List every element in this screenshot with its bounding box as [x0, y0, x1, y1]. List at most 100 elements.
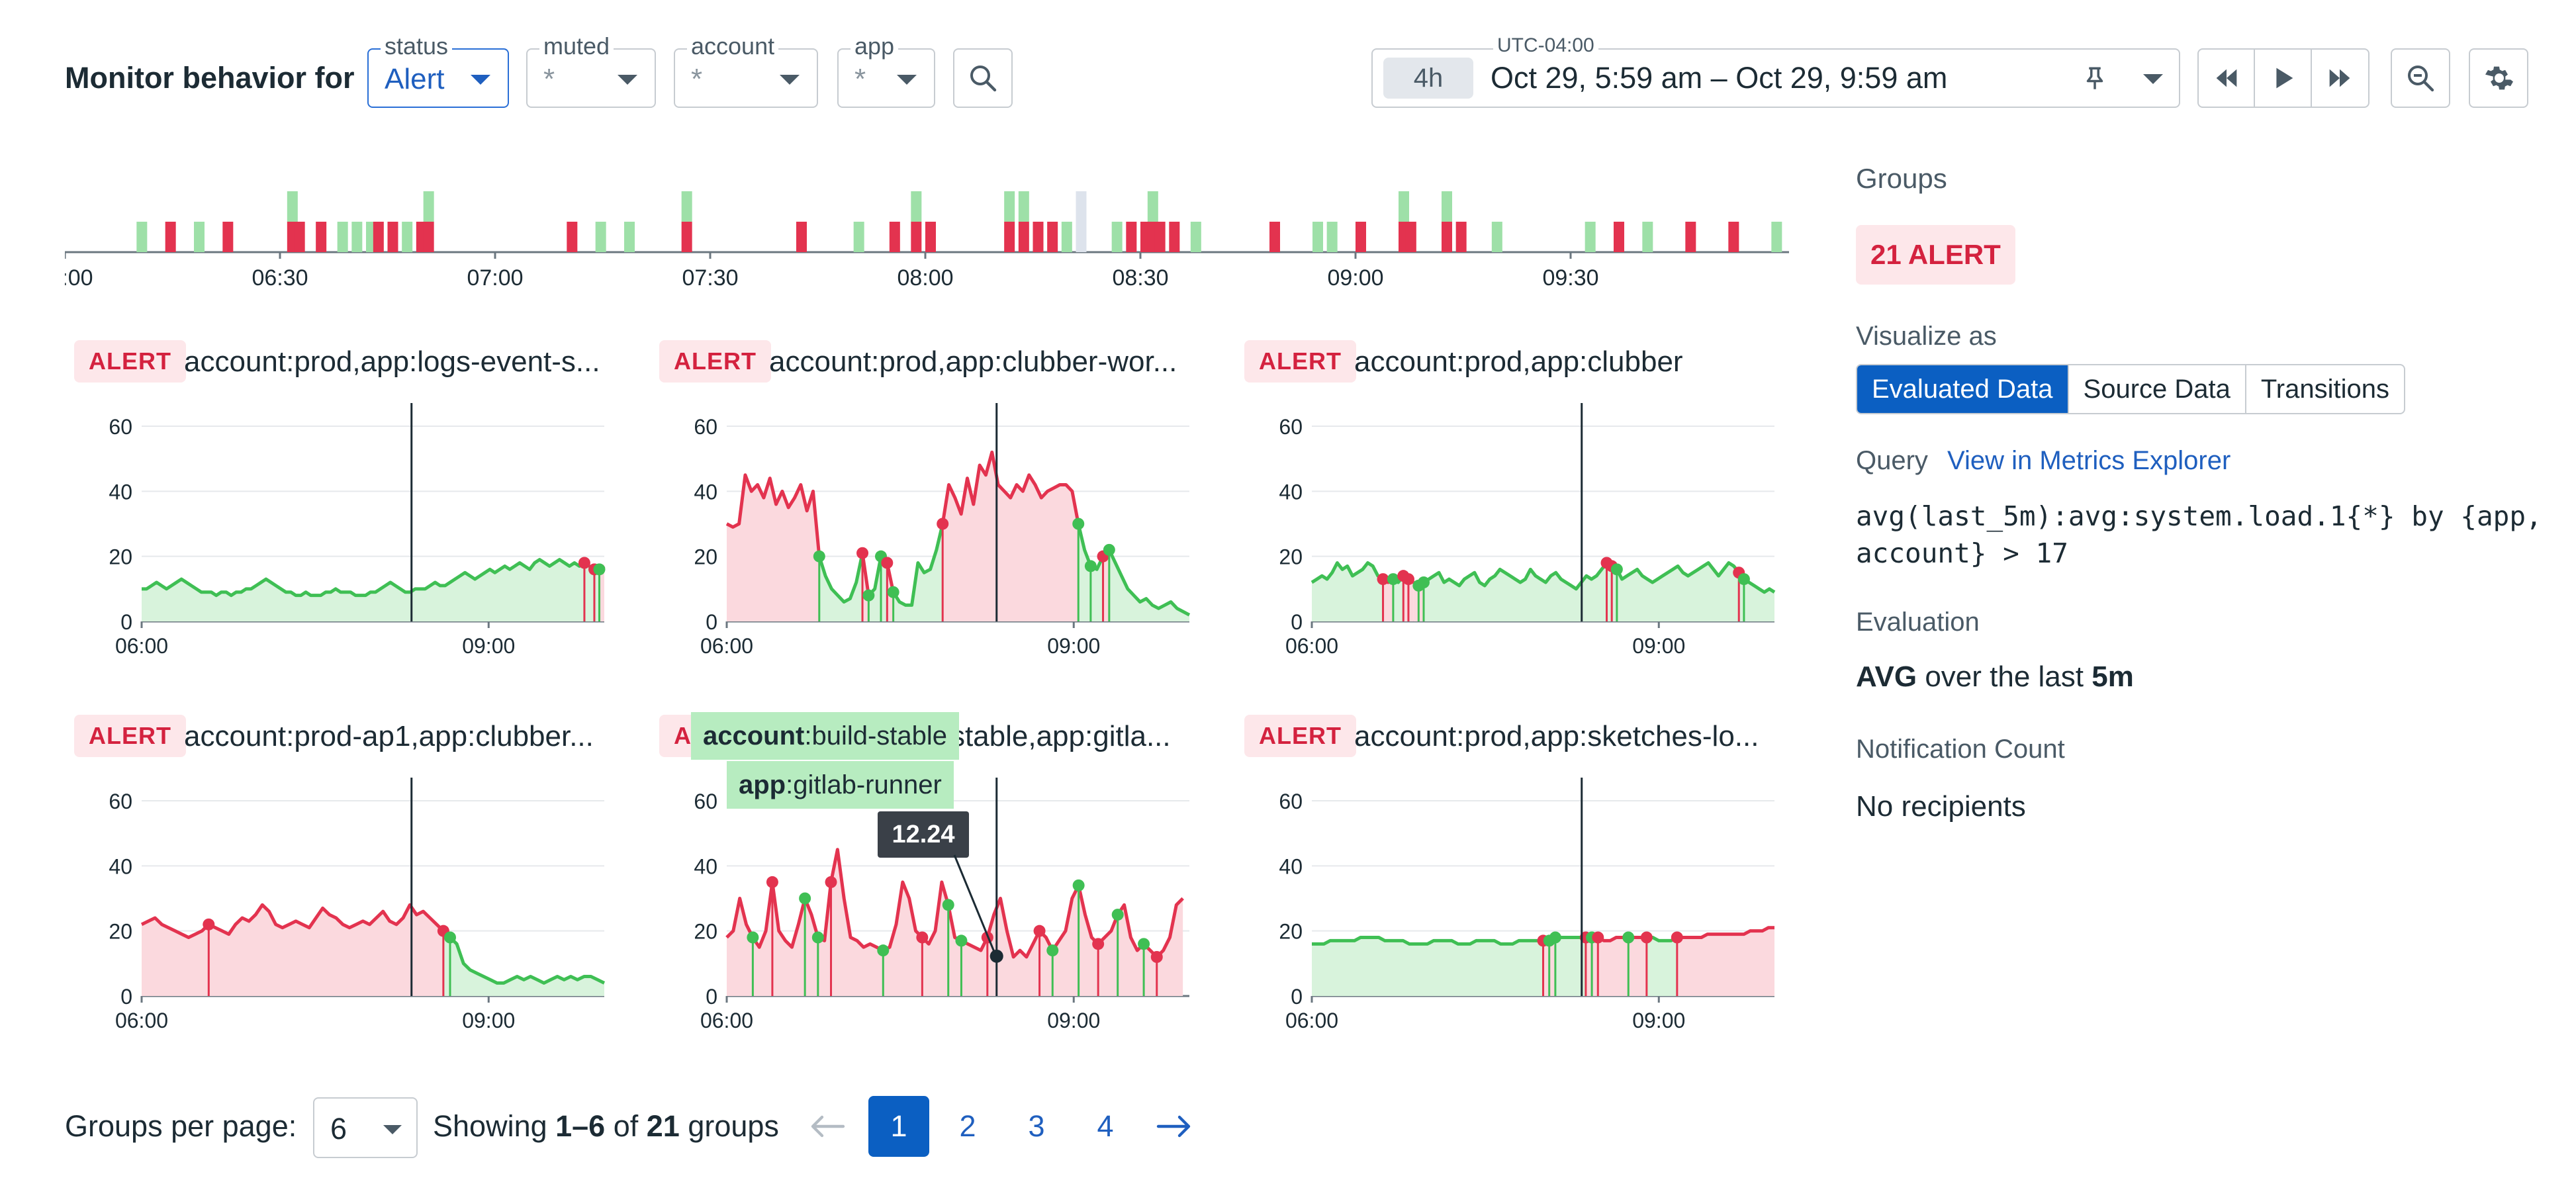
fast-forward-icon: [2330, 69, 2350, 87]
timeline-event-bar: [423, 222, 434, 252]
x-tick-label: 09:00: [1632, 634, 1685, 658]
page-button-1[interactable]: 1: [868, 1096, 929, 1157]
timeline-event-bar: [402, 222, 413, 252]
query-heading: Query: [1856, 446, 1928, 475]
page-button-3[interactable]: 3: [1028, 1109, 1045, 1143]
status-filter[interactable]: status Alert: [367, 33, 509, 108]
x-tick-label: 06:00: [1285, 634, 1338, 658]
transition-dot: [1150, 951, 1163, 963]
time-range-picker[interactable]: [1371, 48, 2180, 108]
timeline-event-bar: [1399, 191, 1409, 222]
state-area: [1393, 576, 1404, 621]
showing-prefix: Showing: [433, 1109, 556, 1143]
timeline-tick-label: 09:30: [1542, 265, 1598, 291]
group-name[interactable]: account:prod,app:logs-event-s...: [184, 345, 600, 378]
timeline-event-bar: [567, 222, 578, 252]
transition-dot: [593, 563, 606, 576]
group-chart[interactable]: 0 20 40 60 06:00 09:00: [65, 403, 647, 681]
state-area: [1585, 937, 1647, 996]
playback-controls: [2197, 48, 2369, 108]
transition-dot: [1072, 879, 1085, 891]
timeline-event-bar: [294, 222, 305, 252]
timeline-event-bar: [681, 191, 692, 222]
settings-button[interactable]: [2469, 48, 2528, 108]
group-chart[interactable]: 0 20 40 60 06:00 09:00: [65, 778, 647, 1056]
group-name[interactable]: account:prod-ap1,app:clubber...: [184, 720, 594, 752]
time-range-text[interactable]: Oct 29, 5:59 am – Oct 29, 9:59 am: [1491, 61, 1948, 95]
timeline-event-bar: [373, 222, 384, 252]
y-tick-label: 0: [120, 985, 132, 1009]
chevron-down-icon[interactable]: [2143, 74, 2163, 84]
prev-page-button[interactable]: [797, 1096, 858, 1157]
muted-filter[interactable]: muted *: [526, 33, 656, 108]
account-filter[interactable]: account *: [674, 33, 818, 108]
visualize-transitions[interactable]: Transitions: [2260, 374, 2389, 404]
rewind-button[interactable]: [2199, 50, 2256, 107]
next-page-button[interactable]: [1144, 1096, 1205, 1157]
y-tick-label: 60: [109, 415, 132, 439]
transition-dot: [1111, 909, 1124, 921]
transition-dot: [747, 931, 759, 944]
group-name[interactable]: account:prod,app:sketches-lo...: [1354, 720, 1759, 752]
transition-dot: [811, 931, 824, 944]
visualize-source-data[interactable]: Source Data: [2069, 365, 2246, 413]
series-line: [442, 929, 606, 985]
timeline-event-bar: [423, 191, 434, 222]
timeline-event-bar: [1614, 222, 1624, 252]
evaluation-heading: Evaluation: [1856, 608, 1980, 637]
zoom-out-icon: [2408, 66, 2434, 92]
timeline-event-bar: [1405, 222, 1416, 252]
visualize-heading: Visualize as: [1856, 322, 1997, 351]
x-tick-label: 06:00: [700, 634, 753, 658]
state-area: [727, 475, 819, 621]
group-name[interactable]: account:prod,app:clubber: [1354, 345, 1683, 378]
status-badge: ALERT: [1244, 715, 1356, 757]
group-panel[interactable]: ALERT account:prod-ap1,app:clubber... 0 2…: [65, 715, 647, 1059]
transition-timeline[interactable]: 06:00 06:30 07:00 07:30 08:00 08:30 09:00 09:30: [65, 171, 1789, 293]
group-name[interactable]: account:prod,app:clubber-wor...: [769, 345, 1177, 378]
notification-heading: Notification Count: [1856, 735, 2065, 764]
group-chart[interactable]: 0 20 40 60 06:00 09:00: [650, 778, 1232, 1056]
play-button[interactable]: [2255, 50, 2312, 107]
transition-dot: [1033, 925, 1046, 937]
tooltip-app-key: app: [739, 770, 786, 799]
x-tick-label: 06:00: [700, 1009, 753, 1032]
duration-badge[interactable]: 4h: [1383, 58, 1473, 99]
page-button-2[interactable]: 2: [959, 1109, 976, 1143]
y-tick-label: 40: [109, 854, 132, 878]
timeline-event-bar: [1018, 191, 1029, 222]
timeline-event-bar: [1033, 222, 1044, 252]
group-panel[interactable]: ALERT account:prod,app:logs-event-s... 0…: [65, 340, 647, 684]
fast-forward-button[interactable]: [2312, 50, 2368, 107]
timeline-event-bar: [287, 191, 298, 222]
timeline-tick-label: 06:30: [252, 265, 308, 291]
zoom-out-button[interactable]: [2391, 48, 2450, 108]
timeline-event-bar: [1061, 222, 1072, 252]
metrics-explorer-link[interactable]: View in Metrics Explorer: [1947, 446, 2231, 475]
rewind-icon: [2216, 69, 2237, 87]
pin-icon[interactable]: [2081, 65, 2109, 93]
state-area: [599, 566, 604, 621]
timeline-event-bar: [351, 222, 363, 252]
timeline-tick-label: 08:00: [897, 265, 953, 291]
group-chart[interactable]: 0 20 40 60 06:00 09:00: [1235, 403, 1817, 681]
group-chart[interactable]: 0 20 40 60 06:00 09:00: [650, 403, 1232, 681]
group-panel[interactable]: ALERT account:prod,app:clubber-wor... 0 2…: [650, 340, 1232, 684]
transition-dot: [813, 550, 825, 563]
alert-count-badge[interactable]: 21 ALERT: [1856, 225, 2015, 285]
muted-filter-label: muted: [539, 33, 614, 60]
visualize-evaluated-data[interactable]: Evaluated Data: [1857, 365, 2069, 413]
page-button-4[interactable]: 4: [1097, 1109, 1114, 1143]
group-panel[interactable]: ALERT account:prod,app:clubber 0 20 40 60 06…: [1235, 340, 1817, 684]
timeline-tick-label: 07:00: [467, 265, 523, 291]
search-button[interactable]: [953, 48, 1013, 108]
group-panel[interactable]: ALERT account:prod,app:sketches-lo... 0 2…: [1235, 715, 1817, 1059]
app-filter[interactable]: app *: [837, 33, 935, 108]
groups-per-page-select[interactable]: 6: [313, 1097, 418, 1158]
y-tick-label: 0: [1291, 985, 1303, 1009]
timeline-event-bar: [1728, 222, 1739, 252]
group-chart[interactable]: 0 20 40 60 06:00 09:00: [1235, 778, 1817, 1056]
y-tick-label: 20: [1279, 920, 1303, 944]
y-tick-label: 40: [1279, 854, 1303, 878]
y-tick-label: 20: [1279, 545, 1303, 569]
